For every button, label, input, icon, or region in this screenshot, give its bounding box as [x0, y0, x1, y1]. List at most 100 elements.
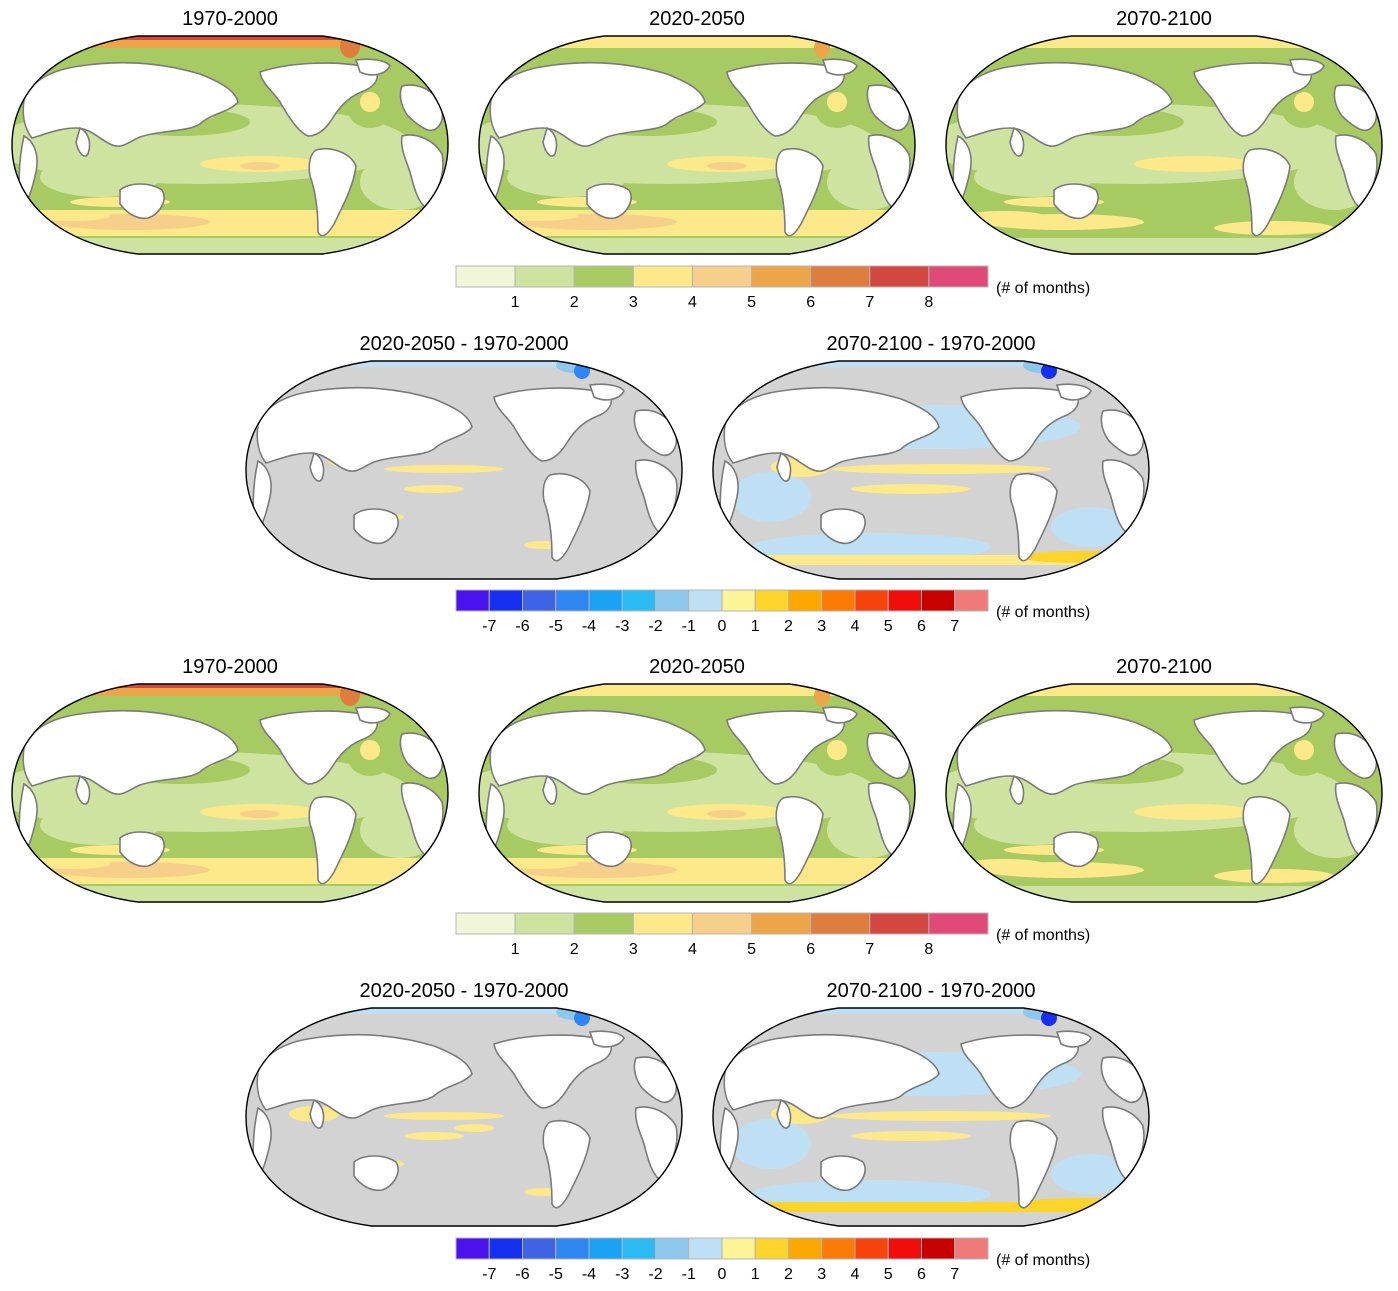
difference-colorbar: -7 -6 -5 -4 -3 -2 -1 0 1 2 3 4 5 6 7 (# of months) — [455, 1237, 1090, 1283]
land-mass — [723, 1033, 940, 1119]
land-mass — [75, 126, 91, 157]
colorbar-tick-label: 6 — [917, 618, 926, 635]
colorbar-tick-label: 7 — [950, 1266, 959, 1283]
ocean-field-region — [340, 36, 360, 58]
world-map-panel — [712, 1007, 1150, 1227]
colorbar-tick-label: 1 — [751, 1266, 760, 1283]
land-mass — [353, 1155, 399, 1192]
land-mass — [586, 831, 632, 868]
ocean-field-region — [404, 485, 464, 493]
ocean-field-region — [12, 886, 448, 902]
map-border — [945, 683, 1383, 903]
map-title: 1970-2000 — [182, 8, 278, 30]
colorbar-tick-label: 5 — [884, 1266, 893, 1283]
colorbar-swatch — [921, 1237, 956, 1260]
ocean-field-region — [360, 740, 380, 760]
ocean-field-region — [479, 684, 915, 696]
land-mass — [956, 61, 1173, 147]
world-map-panel — [945, 35, 1383, 255]
land-mass — [1053, 183, 1099, 220]
ocean-field-region — [340, 684, 360, 706]
world-map-panel — [11, 35, 449, 255]
colorbar-tick-label: 7 — [865, 941, 874, 958]
colorbar-unit-label: (# of months) — [996, 604, 1090, 621]
colorbar-swatch — [632, 912, 693, 935]
map-border — [478, 683, 916, 903]
land-mass — [960, 1034, 1079, 1109]
colorbar-tick-label: -6 — [515, 1266, 529, 1283]
land-mass — [119, 831, 165, 868]
land-mass — [1193, 62, 1312, 137]
ocean-field-region — [946, 36, 1382, 48]
colorbar-swatch — [754, 1237, 789, 1260]
ocean-field-region — [454, 1124, 494, 1132]
land-mass — [1009, 1120, 1058, 1209]
land-mass — [1242, 796, 1291, 885]
colorbar-swatch — [514, 912, 575, 935]
ocean-field-region — [1214, 869, 1334, 883]
colorbar-tick-label: 1 — [751, 618, 760, 635]
ocean-field-region — [1134, 804, 1254, 820]
land-mass — [726, 62, 845, 137]
land-mass — [821, 706, 858, 724]
colorbar-tick-label: 5 — [884, 618, 893, 635]
colorbar-tick-label: 4 — [851, 1266, 860, 1283]
colorbar-tick-label: 2 — [570, 294, 579, 311]
ocean-field-region — [1051, 1154, 1131, 1194]
land-mass — [1288, 58, 1325, 76]
ocean-field-region — [946, 886, 1382, 902]
ocean-field-region — [791, 361, 1091, 367]
map-border — [245, 1007, 683, 1227]
colorbar-tick-label: -3 — [615, 618, 629, 635]
colorbar-swatch — [455, 912, 516, 935]
ocean-field-region — [384, 1112, 504, 1120]
land-mass — [820, 1155, 866, 1192]
colorbar-swatch — [573, 912, 634, 935]
colorbar-tick-label: 8 — [924, 941, 933, 958]
colorbar-swatch — [691, 912, 753, 935]
ocean-field-region — [1134, 156, 1254, 172]
land-mass — [960, 387, 1079, 462]
map-title: 2070-2100 — [1116, 8, 1212, 30]
land-mass — [256, 1033, 473, 1119]
ocean-field-region — [713, 1202, 1149, 1212]
colorbar-tick-label: -5 — [549, 618, 563, 635]
ocean-field-region — [851, 484, 971, 494]
colorbar-swatch — [721, 1237, 756, 1260]
ocean-field-region — [747, 221, 867, 235]
ocean-field-region — [964, 859, 1044, 869]
map-title: 1970-2000 — [182, 656, 278, 678]
colorbar-tick-label: 3 — [817, 1266, 826, 1283]
ocean-field-region — [497, 859, 577, 869]
ocean-field-region — [851, 1131, 971, 1141]
colorbar-swatch — [488, 1237, 523, 1260]
colorbar-tick-label: -5 — [549, 1266, 563, 1283]
map-border — [712, 360, 1150, 580]
ocean-field-region — [30, 859, 110, 869]
colorbar-tick-label: 7 — [950, 618, 959, 635]
land-mass — [309, 1098, 325, 1129]
colorbar-swatch — [455, 589, 490, 612]
ocean-field-region — [1214, 221, 1334, 235]
ocean-field-region — [827, 92, 847, 112]
colorbar-tick-label: -4 — [582, 618, 596, 635]
ocean-field-region — [1021, 1198, 1141, 1210]
colorbar-tick-label: 2 — [784, 1266, 793, 1283]
colorbar-tick-label: 5 — [747, 294, 756, 311]
ocean-field-region — [791, 1008, 1091, 1014]
ocean-field-region — [30, 211, 110, 221]
map-title: 2020-2050 - 1970-2000 — [359, 980, 569, 1002]
land-mass — [119, 183, 165, 220]
world-map-panel — [245, 1007, 683, 1227]
world-map-panel — [478, 35, 916, 255]
colorbar-unit-label: (# of months) — [996, 280, 1090, 297]
colorbar-swatch — [821, 589, 856, 612]
land-mass — [820, 508, 866, 545]
colorbar-swatch — [788, 1237, 823, 1260]
world-map-panel — [245, 360, 683, 580]
land-mass — [75, 774, 91, 805]
map-title: 2020-2050 — [649, 8, 745, 30]
colorbar-swatch — [691, 265, 753, 288]
map-border — [945, 35, 1383, 255]
land-mass — [1009, 774, 1025, 805]
